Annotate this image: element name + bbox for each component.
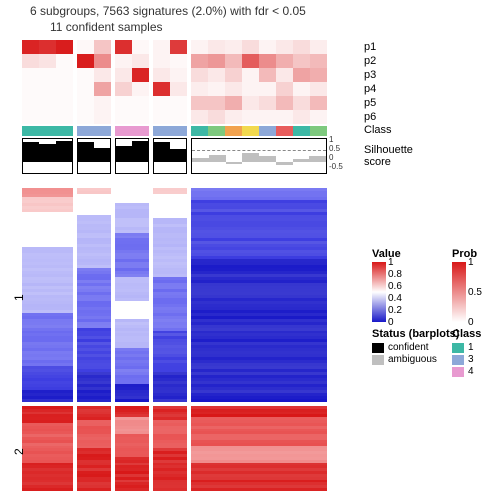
heatmap-2-block-1 — [77, 406, 111, 491]
silhouette-panel — [22, 138, 327, 174]
heatmap-2-block-0 — [22, 406, 73, 491]
legend-value: Value10.80.60.40.20 — [372, 248, 401, 324]
prob-labels: p1p2p3p4p5p6 — [364, 40, 376, 124]
title-main: 6 subgroups, 7563 signatures (2.0%) with… — [30, 4, 306, 18]
heatmap-2-label: 2 — [12, 448, 26, 455]
heatmap-1-block-1 — [77, 188, 111, 402]
legend-prob: Prob10.50 — [452, 248, 477, 324]
heatmap-1-label: 1 — [12, 294, 26, 301]
heatmap-1-block-2 — [115, 188, 149, 402]
legend-status: Status (barplots)confidentambiguous — [372, 328, 459, 365]
heatmap-1-block-0 — [22, 188, 73, 402]
prob-matrix — [22, 40, 382, 124]
class-label: Class — [364, 124, 392, 136]
title-sub: 11 confident samples — [50, 20, 163, 34]
heatmap-1-block-3 — [153, 188, 187, 402]
heatmap-2-block-3 — [153, 406, 187, 491]
heatmap-1-block-4 — [191, 188, 327, 402]
class-strip — [22, 126, 382, 136]
heatmap-2-block-4 — [191, 406, 327, 491]
silhouette-label: Silhouettescore — [364, 144, 413, 168]
legend-class: Class134 — [452, 328, 481, 377]
heatmap-2-block-2 — [115, 406, 149, 491]
